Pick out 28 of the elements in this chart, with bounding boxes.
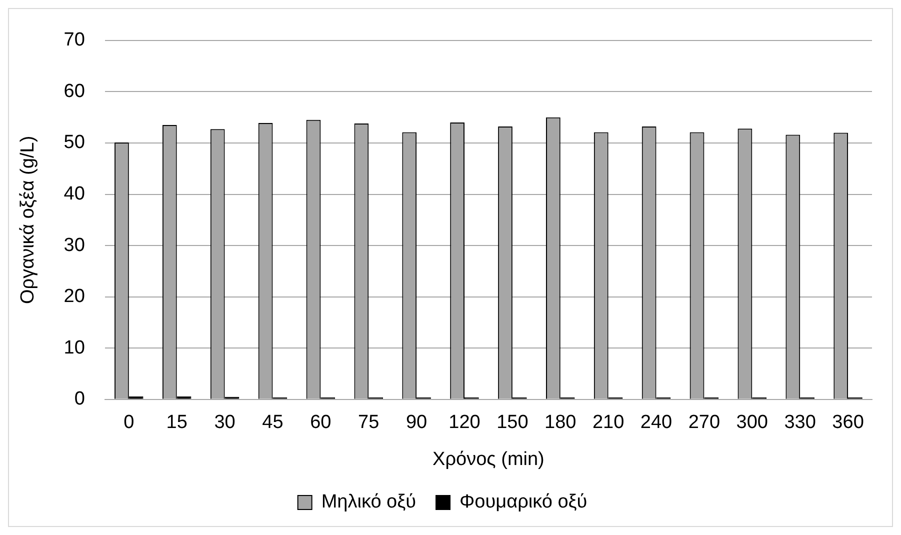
x-tick-label: 240: [640, 412, 672, 434]
x-tick-label: 0: [124, 412, 134, 434]
y-tick-label: 30: [64, 234, 85, 256]
x-tick-label: 15: [166, 412, 188, 434]
x-tick-label: 270: [688, 412, 720, 434]
y-tick-label: 0: [74, 388, 85, 410]
x-tick-label: 75: [358, 412, 380, 434]
x-tick-label: 45: [262, 412, 284, 434]
x-tick-label: 360: [832, 412, 864, 434]
x-axis-title: Χρόνος (min): [432, 448, 544, 470]
x-tick-label: 210: [592, 412, 624, 434]
y-axis-title: Οργανικά οξέα (g/L): [18, 136, 39, 304]
x-tick-label: 300: [736, 412, 768, 434]
y-tick-label: 40: [64, 183, 85, 204]
y-tick-label: 70: [64, 30, 85, 51]
legend-label: Φουμαρικό οξύ: [460, 492, 588, 513]
legend-label: Μηλικό οξύ: [321, 492, 416, 513]
x-tick-label: 60: [310, 412, 332, 434]
y-tick-label: 50: [64, 132, 85, 154]
x-tick-label: 150: [496, 412, 528, 434]
y-tick-label: 10: [64, 337, 85, 358]
y-tick-label: 60: [64, 80, 85, 102]
y-tick-label: 20: [64, 286, 85, 308]
x-tick-label: 180: [544, 412, 576, 434]
x-tick-label: 90: [406, 412, 428, 434]
x-tick-label: 120: [448, 412, 480, 434]
x-tick-label: 330: [784, 412, 816, 434]
x-tick-label: 30: [214, 412, 236, 434]
